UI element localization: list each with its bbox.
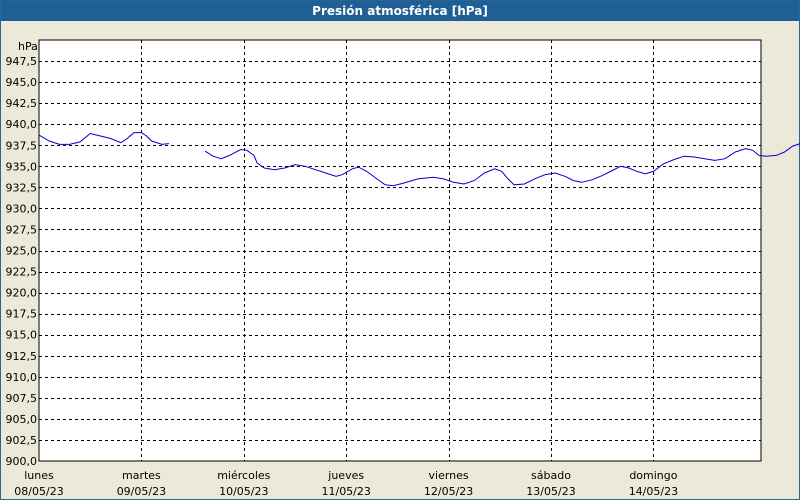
y-tick-labels: 947,5 945,0 942,5 940,0 937,5 935,0 932,5 930,0… <box>6 55 38 468</box>
y-tick-label: 910,0 <box>6 371 38 384</box>
y-tick-label: 927,5 <box>6 223 38 236</box>
x-tick-day: sábado <box>531 469 571 482</box>
pressure-series <box>38 132 800 187</box>
y-tick-label: 935,0 <box>6 160 38 173</box>
y-tick-label: 902,5 <box>6 434 38 447</box>
x-tick-day: lunes <box>24 469 54 482</box>
chart-title: Presión atmosférica [hPa] <box>1 1 799 21</box>
y-tick-label: 920,0 <box>6 287 38 300</box>
x-tick-date: 08/05/23 <box>14 485 63 498</box>
y-tick-label: 900,0 <box>6 455 38 468</box>
x-tick-day: viernes <box>429 469 469 482</box>
y-tick-label: 925,0 <box>6 245 38 258</box>
y-tick-label: 905,0 <box>6 413 38 426</box>
y-tick-label: 917,5 <box>6 308 38 321</box>
y-tick-label: 947,5 <box>6 55 38 68</box>
pressure-line-segment <box>204 143 800 187</box>
x-tick-day: miércoles <box>217 469 270 482</box>
y-tick-label: 907,5 <box>6 392 38 405</box>
y-tick-label: 930,0 <box>6 202 38 215</box>
y-tick-label: 912,5 <box>6 350 38 363</box>
x-tick-day: domingo <box>629 469 677 482</box>
y-tick-label: 915,0 <box>6 329 38 342</box>
y-tick-label: 937,5 <box>6 139 38 152</box>
plot-background <box>38 39 762 462</box>
x-tick-labels: lunes 08/05/23 martes 09/05/23 miércoles 10/0… <box>14 469 678 498</box>
x-tick-day: martes <box>122 469 161 482</box>
x-tick-date: 09/05/23 <box>117 485 166 498</box>
y-axis-unit-label: hPa <box>18 40 38 53</box>
y-tick-label: 942,5 <box>6 97 38 110</box>
x-tick-date: 14/05/23 <box>629 485 678 498</box>
y-tick-label: 922,5 <box>6 266 38 279</box>
y-tick-label: 932,5 <box>6 181 38 194</box>
x-tick-day: jueves <box>327 469 364 482</box>
x-tick-date: 12/05/23 <box>424 485 473 498</box>
grid <box>39 40 761 461</box>
x-tick-date: 13/05/23 <box>526 485 575 498</box>
x-tick-date: 11/05/23 <box>321 485 370 498</box>
pressure-line-segment <box>38 132 170 145</box>
y-tick-label: 940,0 <box>6 118 38 131</box>
y-tick-label: 945,0 <box>6 76 38 89</box>
x-tick-date: 10/05/23 <box>219 485 268 498</box>
